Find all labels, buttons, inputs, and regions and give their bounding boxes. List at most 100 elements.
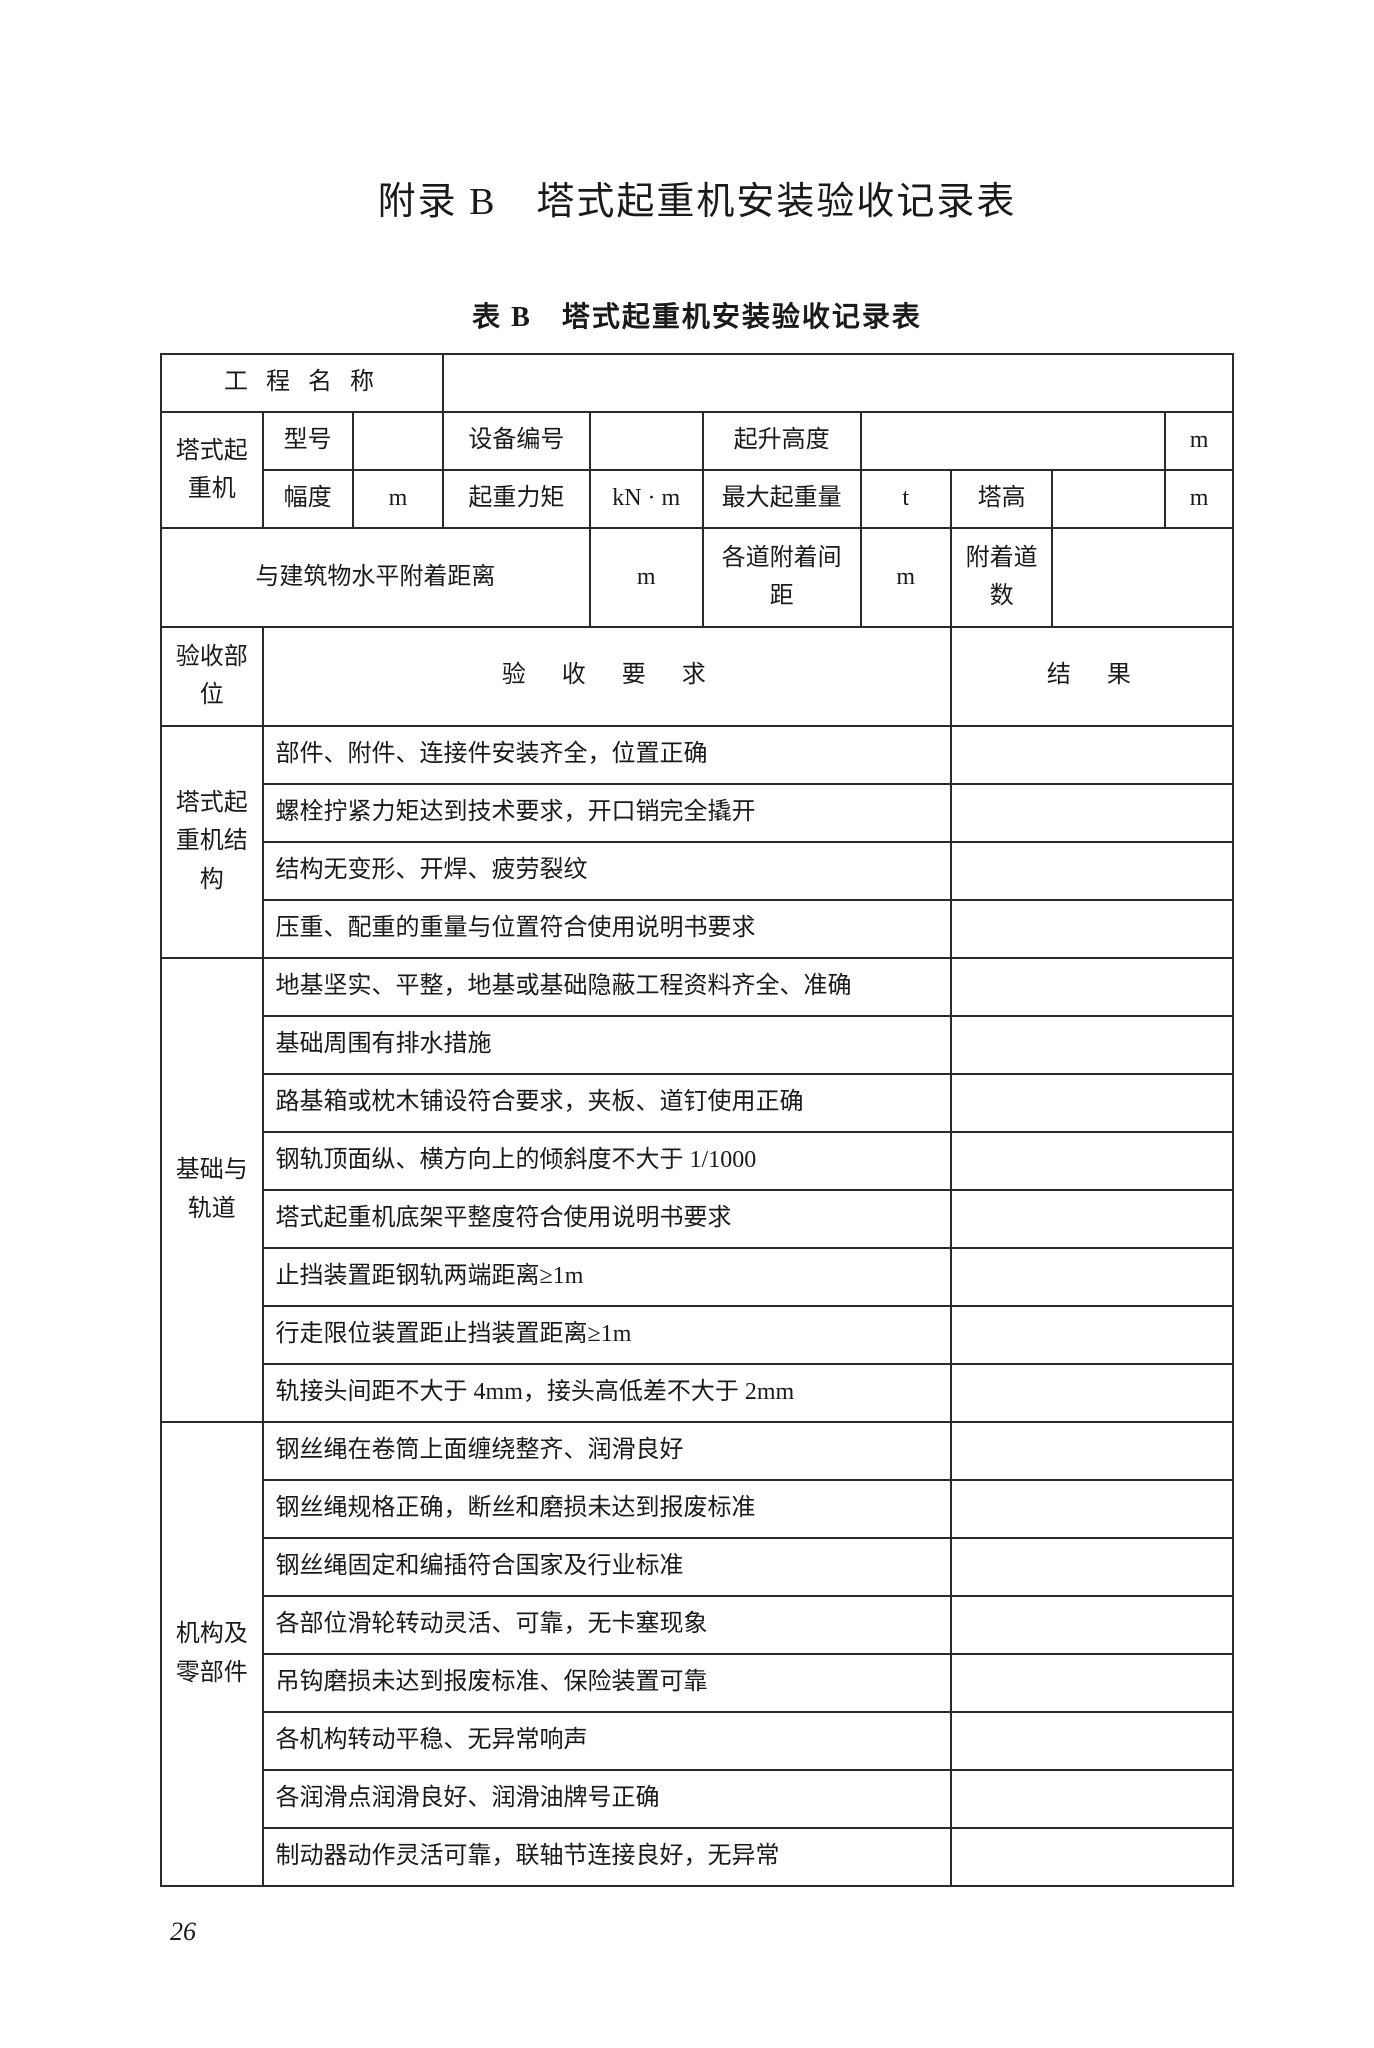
unit-m-4: m — [590, 528, 703, 627]
req-cell: 压重、配重的重量与位置符合使用说明书要求 — [263, 900, 951, 958]
req-cell: 地基坚实、平整，地基或基础隐蔽工程资料齐全、准确 — [263, 958, 951, 1016]
row-project-name: 工 程 名 称 — [161, 354, 1233, 412]
attach-interval-label: 各道附着间距 — [703, 528, 861, 627]
result-cell — [951, 1422, 1233, 1480]
table-row: 基础周围有排水措施 — [161, 1016, 1233, 1074]
attach-dist-label: 与建筑物水平附着距离 — [161, 528, 590, 627]
table-row: 止挡装置距钢轨两端距离≥1m — [161, 1248, 1233, 1306]
result-cell — [951, 1828, 1233, 1886]
result-cell — [951, 1016, 1233, 1074]
result-cell — [951, 958, 1233, 1016]
req-cell: 基础周围有排水措施 — [263, 1016, 951, 1074]
table-row: 塔式起重机底架平整度符合使用说明书要求 — [161, 1190, 1233, 1248]
result-cell — [951, 726, 1233, 784]
table-row: 机构及零部件 钢丝绳在卷筒上面缠绕整齐、润滑良好 — [161, 1422, 1233, 1480]
result-cell — [951, 1306, 1233, 1364]
req-cell: 钢丝绳固定和编插符合国家及行业标准 — [263, 1538, 951, 1596]
req-cell: 止挡装置距钢轨两端距离≥1m — [263, 1248, 951, 1306]
unit-m-2: m — [353, 470, 443, 528]
unit-knm: kN · m — [590, 470, 703, 528]
req-cell: 轨接头间距不大于 4mm，接头高低差不大于 2mm — [263, 1364, 951, 1422]
result-cell — [951, 900, 1233, 958]
attach-count-label: 附着道数 — [951, 528, 1053, 627]
table-row: 各部位滑轮转动灵活、可靠，无卡塞现象 — [161, 1596, 1233, 1654]
req-cell: 钢丝绳在卷筒上面缠绕整齐、润滑良好 — [263, 1422, 951, 1480]
result-cell — [951, 1480, 1233, 1538]
result-cell — [951, 1596, 1233, 1654]
req-cell: 部件、附件、连接件安装齐全，位置正确 — [263, 726, 951, 784]
max-lift-label: 最大起重量 — [703, 470, 861, 528]
req-cell: 钢丝绳规格正确，断丝和磨损未达到报废标准 — [263, 1480, 951, 1538]
equip-no-label: 设备编号 — [443, 412, 590, 470]
table-row: 行走限位装置距止挡装置距离≥1m — [161, 1306, 1233, 1364]
req-cell: 吊钩磨损未达到报废标准、保险装置可靠 — [263, 1654, 951, 1712]
req-cell: 各机构转动平稳、无异常响声 — [263, 1712, 951, 1770]
section-label: 验收部位 — [161, 627, 263, 726]
table-row: 各润滑点润滑良好、润滑油牌号正确 — [161, 1770, 1233, 1828]
result-cell — [951, 1190, 1233, 1248]
table-row: 钢丝绳固定和编插符合国家及行业标准 — [161, 1538, 1233, 1596]
crane-label: 塔式起重机 — [161, 412, 263, 528]
table-row: 基础与轨道 地基坚实、平整，地基或基础隐蔽工程资料齐全、准确 — [161, 958, 1233, 1016]
req-cell: 螺栓拧紧力矩达到技术要求，开口销完全撬开 — [263, 784, 951, 842]
table-row: 路基箱或枕木铺设符合要求，夹板、道钉使用正确 — [161, 1074, 1233, 1132]
row-body-header: 验收部位 验 收 要 求 结 果 — [161, 627, 1233, 726]
req-cell: 制动器动作灵活可靠，联轴节连接良好，无异常 — [263, 1828, 951, 1886]
result-cell — [951, 1538, 1233, 1596]
table-row: 钢轨顶面纵、横方向上的倾斜度不大于 1/1000 — [161, 1132, 1233, 1190]
page-number: 26 — [170, 1917, 1234, 1947]
row-spec-1: 塔式起重机 型号 设备编号 起升高度 m — [161, 412, 1233, 470]
result-cell — [951, 842, 1233, 900]
section-2-name: 基础与轨道 — [161, 958, 263, 1422]
span-label: 幅度 — [263, 470, 353, 528]
model-label: 型号 — [263, 412, 353, 470]
project-name-label: 工 程 名 称 — [161, 354, 443, 412]
req-cell: 行走限位装置距止挡装置距离≥1m — [263, 1306, 951, 1364]
result-cell — [951, 1074, 1233, 1132]
lift-height-value — [861, 412, 1166, 470]
equip-no-value — [590, 412, 703, 470]
row-attach: 与建筑物水平附着距离 m 各道附着间距 m 附着道数 — [161, 528, 1233, 627]
table-row: 吊钩磨损未达到报废标准、保险装置可靠 — [161, 1654, 1233, 1712]
unit-m-5: m — [861, 528, 951, 627]
inspection-table: 工 程 名 称 塔式起重机 型号 设备编号 起升高度 m 幅度 m 起重力矩 k… — [160, 353, 1234, 1887]
row-spec-2: 幅度 m 起重力矩 kN · m 最大起重量 t 塔高 m — [161, 470, 1233, 528]
appendix-title: 附录 B 塔式起重机安装验收记录表 — [160, 170, 1234, 225]
unit-m-1: m — [1165, 412, 1233, 470]
req-cell: 结构无变形、开焊、疲劳裂纹 — [263, 842, 951, 900]
moment-label: 起重力矩 — [443, 470, 590, 528]
req-cell: 塔式起重机底架平整度符合使用说明书要求 — [263, 1190, 951, 1248]
table-row: 压重、配重的重量与位置符合使用说明书要求 — [161, 900, 1233, 958]
req-cell: 路基箱或枕木铺设符合要求，夹板、道钉使用正确 — [263, 1074, 951, 1132]
table-row: 各机构转动平稳、无异常响声 — [161, 1712, 1233, 1770]
project-name-value — [443, 354, 1233, 412]
req-cell: 各部位滑轮转动灵活、可靠，无卡塞现象 — [263, 1596, 951, 1654]
result-label: 结 果 — [951, 627, 1233, 726]
unit-m-3: m — [1165, 470, 1233, 528]
table-row: 塔式起重机结构 部件、附件、连接件安装齐全，位置正确 — [161, 726, 1233, 784]
table-title: 表 B 塔式起重机安装验收记录表 — [160, 295, 1234, 335]
unit-t: t — [861, 470, 951, 528]
tower-height-value — [1052, 470, 1165, 528]
result-cell — [951, 1132, 1233, 1190]
page-container: 附录 B 塔式起重机安装验收记录表 表 B 塔式起重机安装验收记录表 工 程 名… — [0, 0, 1374, 2007]
result-cell — [951, 1654, 1233, 1712]
section-1-name: 塔式起重机结构 — [161, 726, 263, 958]
result-cell — [951, 1712, 1233, 1770]
result-cell — [951, 1364, 1233, 1422]
table-row: 轨接头间距不大于 4mm，接头高低差不大于 2mm — [161, 1364, 1233, 1422]
req-cell: 各润滑点润滑良好、润滑油牌号正确 — [263, 1770, 951, 1828]
result-cell — [951, 1770, 1233, 1828]
tower-height-label: 塔高 — [951, 470, 1053, 528]
requirement-label: 验 收 要 求 — [263, 627, 951, 726]
table-row: 结构无变形、开焊、疲劳裂纹 — [161, 842, 1233, 900]
model-value — [353, 412, 443, 470]
req-cell: 钢轨顶面纵、横方向上的倾斜度不大于 1/1000 — [263, 1132, 951, 1190]
attach-count-value — [1052, 528, 1233, 627]
lift-height-label: 起升高度 — [703, 412, 861, 470]
section-3-name: 机构及零部件 — [161, 1422, 263, 1886]
table-row: 螺栓拧紧力矩达到技术要求，开口销完全撬开 — [161, 784, 1233, 842]
result-cell — [951, 1248, 1233, 1306]
result-cell — [951, 784, 1233, 842]
table-row: 钢丝绳规格正确，断丝和磨损未达到报废标准 — [161, 1480, 1233, 1538]
